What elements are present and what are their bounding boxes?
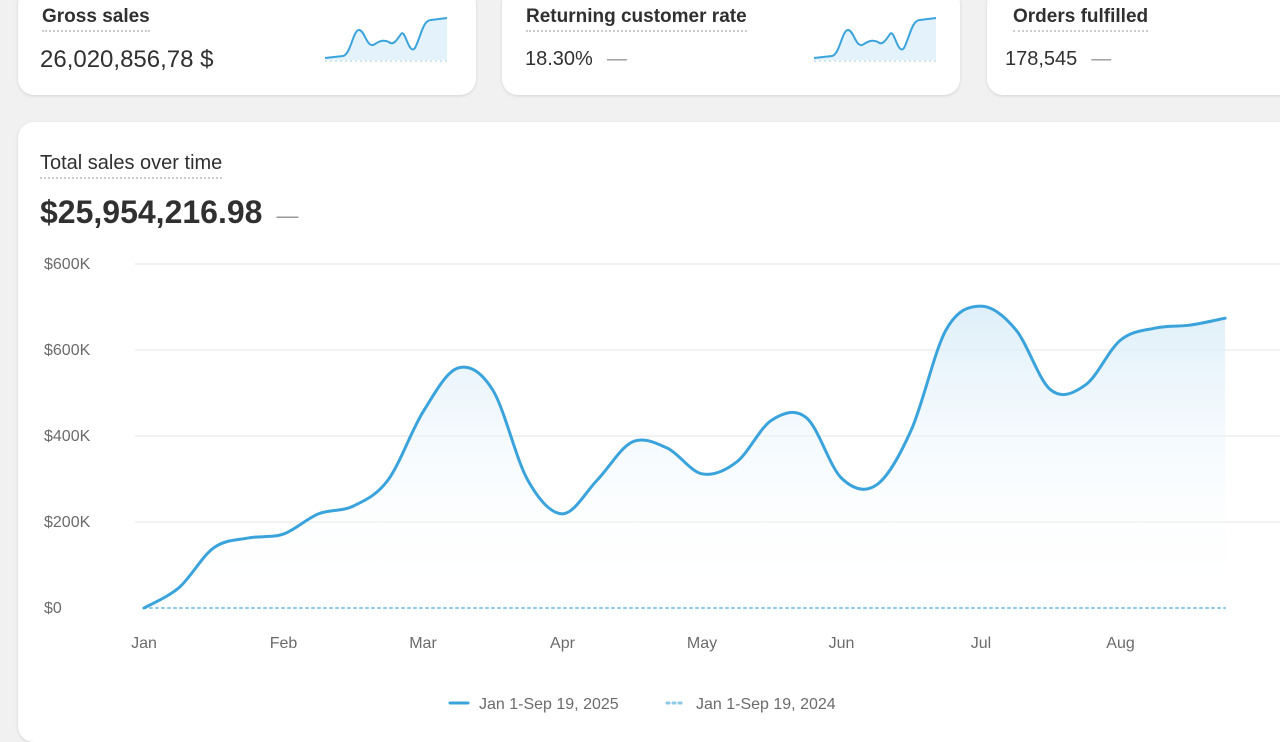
x-tick-label: Jul <box>971 635 991 652</box>
card[interactable]: Gross sales 26,020,856,78 $ <box>18 0 476 95</box>
y-tick-label: $400K <box>44 428 91 445</box>
card[interactable]: Orders fulfilled 178,545 — <box>987 0 1280 95</box>
x-tick-label: Jun <box>829 635 855 652</box>
x-tick-label: Jan <box>131 635 157 652</box>
sparkline <box>324 17 448 62</box>
card-title: Orders fulfilled <box>1013 6 1149 32</box>
x-tick-label: May <box>687 635 717 652</box>
card-title: Returning customer rate <box>526 6 747 32</box>
x-tick-label: Mar <box>409 635 437 652</box>
x-tick-label: Apr <box>550 635 576 652</box>
sparkline <box>813 17 937 62</box>
legend-label: Jan 1-Sep 19, 2025 <box>479 696 619 713</box>
card-change: — <box>606 48 627 70</box>
chart-card-value: $25,954,216.98 <box>40 194 263 230</box>
chart: $0 $200K $400K $600K $600K Jan Feb Mar Apr May Jun… <box>44 256 1280 713</box>
area <box>144 306 1226 608</box>
y-tick-label: $0 <box>44 600 62 617</box>
card-value: 26,020,856,78 $ <box>40 46 214 73</box>
card[interactable]: Returning customer rate 18.30% — <box>502 0 960 95</box>
line <box>142 304 1227 610</box>
card-value: 178,545 <box>1005 48 1078 70</box>
x-tick-label: Feb <box>270 635 298 652</box>
page: Gross sales 26,020,856,78 $ Returning cu… <box>18 0 1280 742</box>
card-change: — <box>1091 48 1112 70</box>
legend-label: Jan 1-Sep 19, 2024 <box>696 696 836 713</box>
chart-card-title: Total sales over time <box>40 152 223 179</box>
card-value: 18.30% <box>525 48 593 70</box>
y-tick-label: $200K <box>44 514 91 531</box>
card-title: Gross sales <box>42 6 150 32</box>
y-tick-label: $600K <box>44 256 91 273</box>
chart-card-change: — <box>276 203 299 228</box>
y-tick-label: $600K <box>44 342 91 359</box>
x-tick-label: Aug <box>1106 635 1134 652</box>
